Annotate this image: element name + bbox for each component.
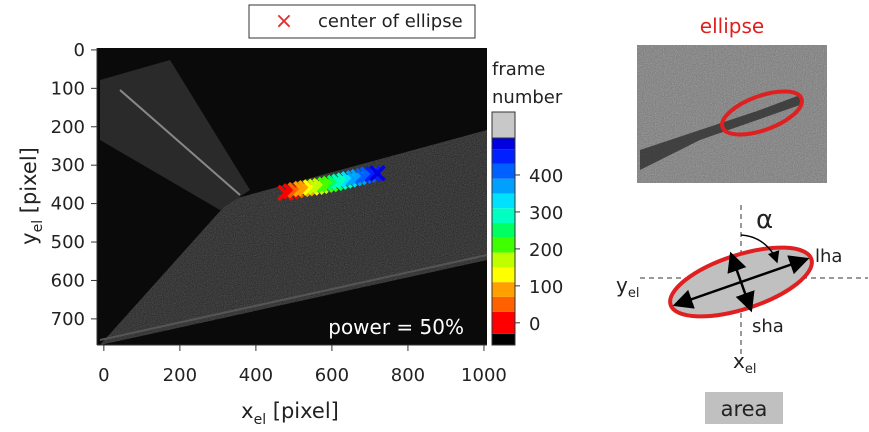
colorbar-tick-label: 300 [529,203,563,224]
annotation: power = 50% [328,315,464,339]
colorbar-band [492,297,515,312]
colorbar-tick-label: 100 [529,277,563,298]
y-tick-label: 200 [51,117,85,138]
legend-marker: × [275,9,293,34]
inset-title: ellipse [700,14,764,38]
x-label-sub: el [254,412,267,428]
colorbar-band [492,267,515,282]
inset: ellipse α lha sha yel xel area [616,14,868,424]
y-el-main: y [616,273,628,297]
area-label: area [721,397,768,421]
y-tick-label: 0 [74,40,85,61]
x-tick-label: 600 [315,365,349,386]
y-tick-label: 500 [51,232,85,253]
colorbar-band [492,334,515,345]
x-tick-label: 200 [163,365,197,386]
colorbar-band [492,138,515,149]
y-label-sub: el [30,220,46,233]
x-label-main: x [241,399,253,423]
x-tick-label: 0 [98,365,109,386]
colorbar-tick-label: 400 [529,166,563,187]
y-tick-label: 300 [51,155,85,176]
y-tick-label: 100 [51,78,85,99]
colorbar-cap [492,112,515,138]
x-tick-label: 400 [239,365,273,386]
y-label-rest: [pixel] [17,147,41,220]
lha-label: lha [815,246,842,267]
y-tick-label: 400 [51,194,85,215]
alpha-label: α [756,205,773,235]
colorbar-tick-label: 200 [529,240,563,261]
y-el-label: yel [616,273,639,301]
colorbar-band [492,312,515,334]
y-axis-label: yel [pixel] [17,147,46,245]
y-tick-label: 600 [51,270,85,291]
inset-photo-noise [637,45,827,183]
colorbar-tick-label: 0 [529,314,540,335]
colorbar-band [492,149,515,164]
x-axis-label: xel [pixel] [241,399,339,428]
x-tick-label: 1000 [461,365,507,386]
sha-label: sha [752,316,784,337]
colorbar-band [492,164,515,179]
y-tick-label: 700 [51,309,85,330]
colorbar-band [492,253,515,268]
y-el-sub: el [628,286,640,301]
x-label-rest: [pixel] [266,399,339,423]
legend-label: center of ellipse [318,11,463,32]
colorbar-band [492,238,515,253]
colorbar-band [492,208,515,223]
colorbar-band [492,282,515,297]
x-el-main: x [733,349,745,373]
x-el-sub: el [745,362,757,377]
colorbar-label: frame [492,59,545,80]
y-label-main: y [17,232,41,244]
x-el-label: xel [733,349,756,377]
colorbar-band [492,193,515,208]
legend: × center of ellipse [249,5,475,38]
colorbar-label: number [492,87,563,108]
colorbar-band [492,223,515,238]
camera-image [97,48,487,345]
x-tick-label: 800 [391,365,425,386]
figure: × center of ellipse power = 50% xel [pix… [0,0,869,432]
colorbar-band [492,179,515,194]
